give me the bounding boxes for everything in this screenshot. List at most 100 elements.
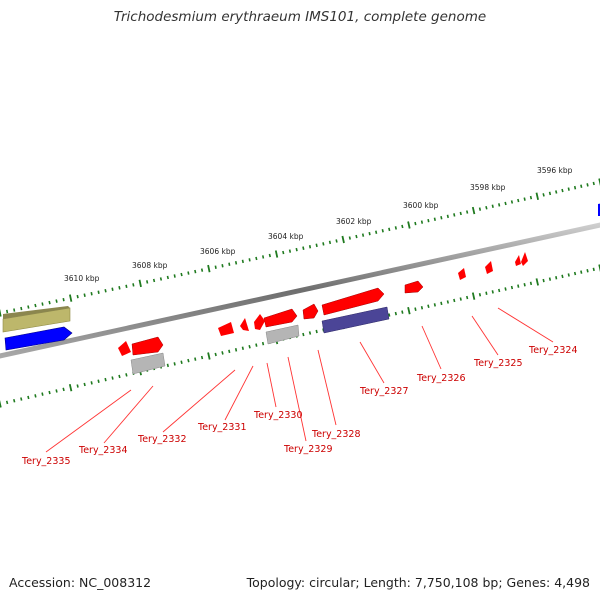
scale-minor-tick xyxy=(567,187,570,191)
scale-minor-tick xyxy=(529,195,533,200)
leader-line xyxy=(287,356,307,442)
gene-feature-red[interactable] xyxy=(263,308,298,328)
gene-label-tery-2328[interactable]: Tery_2328 xyxy=(311,429,361,440)
scale-major-tick xyxy=(407,306,411,315)
gene-feature-gray[interactable] xyxy=(130,352,166,375)
gene-feature-red[interactable] xyxy=(254,314,265,330)
scale-minor-tick xyxy=(586,269,589,273)
scale-major-tick xyxy=(407,221,411,229)
scale-minor-tick xyxy=(125,373,128,377)
scale-minor-tick xyxy=(34,394,37,398)
gene-feature-red[interactable] xyxy=(404,280,424,294)
scale-minor-tick xyxy=(111,376,114,380)
scale-minor-tick xyxy=(561,188,564,193)
scale-minor-tick xyxy=(214,265,217,269)
leader-line xyxy=(224,365,254,421)
gene-label-tery-2325[interactable]: Tery_2325 xyxy=(473,358,523,369)
gene-feature-red[interactable] xyxy=(485,261,493,274)
scale-minor-tick xyxy=(83,382,86,387)
gene-feature-red[interactable] xyxy=(321,287,385,316)
gene-feature-red[interactable] xyxy=(302,303,319,320)
scale-minor-tick xyxy=(548,277,552,281)
scale-minor-tick xyxy=(41,302,44,306)
scale-major-tick xyxy=(274,250,279,258)
gene-label-tery-2329[interactable]: Tery_2329 xyxy=(283,444,333,455)
gene-feature-red[interactable] xyxy=(131,336,164,356)
scale-minor-tick xyxy=(388,227,391,232)
gene-feature-gray[interactable] xyxy=(265,324,300,345)
scale-minor-tick xyxy=(55,389,58,393)
gene-feature-blue-left[interactable] xyxy=(4,326,73,351)
scale-major-tick xyxy=(598,264,600,272)
scale-label-3606: 3606 kbp xyxy=(200,247,236,256)
scale-minor-tick xyxy=(187,358,190,363)
gene-feature-red[interactable] xyxy=(240,318,249,331)
scale-minor-tick xyxy=(48,390,51,395)
scale-minor-tick xyxy=(433,217,436,221)
scale-minor-tick xyxy=(255,256,258,261)
scale-major-tick xyxy=(341,235,345,244)
scale-minor-tick xyxy=(335,239,338,243)
scale-minor-tick xyxy=(55,299,58,303)
scale-minor-tick xyxy=(111,287,114,291)
scale-minor-tick xyxy=(485,291,488,295)
scale-minor-tick xyxy=(288,249,292,253)
scale-minor-tick xyxy=(268,253,271,258)
scale-minor-tick xyxy=(76,384,79,388)
scale-minor-tick xyxy=(13,308,16,312)
scale-minor-tick xyxy=(241,346,244,350)
gene-feature-red[interactable] xyxy=(515,255,521,266)
scale-minor-tick xyxy=(315,329,318,334)
scale-minor-tick xyxy=(104,289,107,293)
scale-minor-tick xyxy=(180,272,183,277)
gene-label-tery-2331[interactable]: Tery_2331 xyxy=(197,422,247,433)
gene-label-tery-2334[interactable]: Tery_2334 xyxy=(78,445,128,456)
scale-minor-tick xyxy=(315,243,318,248)
scale-minor-tick xyxy=(214,352,217,357)
scale-minor-tick xyxy=(459,297,462,301)
scale-minor-tick xyxy=(241,259,244,264)
gene-feature-slate[interactable] xyxy=(321,306,390,334)
scale-minor-tick xyxy=(200,268,204,272)
gene-label-tery-2332[interactable]: Tery_2332 xyxy=(137,434,187,445)
scale-label-3610: 3610 kbp xyxy=(64,274,100,283)
scale-minor-tick xyxy=(433,303,436,307)
scale-major-tick xyxy=(207,264,211,273)
scale-minor-tick xyxy=(234,348,238,352)
scale-minor-tick xyxy=(561,274,564,279)
scale-minor-tick xyxy=(228,262,231,266)
gene-label-tery-2330[interactable]: Tery_2330 xyxy=(253,410,303,421)
scale-labels: 3596 kbp 3598 kbp 3600 kbp 3602 kbp 3604… xyxy=(64,166,573,283)
gene-label-tery-2324[interactable]: Tery_2324 xyxy=(528,345,578,356)
gene-feature-red[interactable] xyxy=(458,268,466,280)
scale-minor-tick xyxy=(355,234,358,239)
gene-feature-red[interactable] xyxy=(521,252,528,266)
gene-feature-red[interactable] xyxy=(218,322,234,336)
gene-label-tery-2327[interactable]: Tery_2327 xyxy=(359,386,409,397)
scale-minor-tick xyxy=(523,283,526,287)
scale-minor-tick xyxy=(5,400,9,405)
scale-minor-tick xyxy=(104,377,107,382)
scale-minor-tick xyxy=(125,284,128,289)
scale-minor-tick xyxy=(440,216,443,220)
scale-major-tick xyxy=(471,292,476,300)
scale-minor-tick xyxy=(573,271,577,276)
scale-minor-tick xyxy=(498,288,501,293)
scale-minor-tick xyxy=(420,306,424,310)
gene-label-tery-2335[interactable]: Tery_2335 xyxy=(21,456,71,467)
scale-minor-tick xyxy=(446,214,449,219)
scale-minor-tick xyxy=(529,281,533,286)
gene-feature-red[interactable] xyxy=(118,341,131,356)
scale-minor-tick xyxy=(361,233,365,237)
scale-minor-tick xyxy=(34,303,37,308)
genome-title: Trichodesmium erythraeum IMS101, complet… xyxy=(113,9,487,25)
scale-label-3604: 3604 kbp xyxy=(268,232,304,241)
gene-label-tery-2326[interactable]: Tery_2326 xyxy=(416,373,466,384)
scale-minor-tick xyxy=(255,343,258,347)
scale-minor-tick xyxy=(295,247,298,252)
scale-minor-tick xyxy=(394,226,397,230)
scale-minor-tick xyxy=(555,276,558,280)
scale-minor-tick xyxy=(420,220,424,224)
scale-minor-tick xyxy=(62,297,65,302)
scale-minor-tick xyxy=(394,311,397,316)
